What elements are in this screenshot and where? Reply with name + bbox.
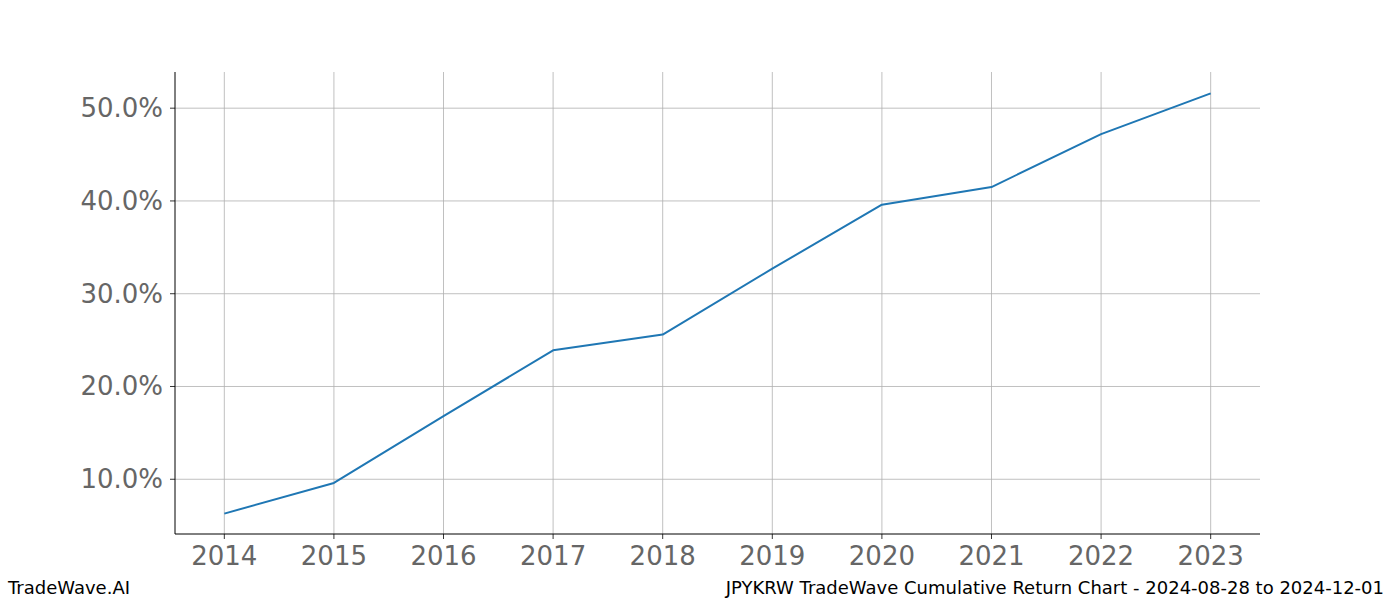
y-tick-label: 30.0% xyxy=(80,279,163,309)
line-series xyxy=(224,93,1210,513)
y-axis xyxy=(175,72,176,534)
y-grid xyxy=(175,386,1260,387)
x-tick xyxy=(224,534,225,539)
x-tick xyxy=(1101,534,1102,539)
y-tick-label: 50.0% xyxy=(80,93,163,123)
x-axis xyxy=(175,534,1260,535)
x-grid xyxy=(881,72,882,534)
x-grid xyxy=(991,72,992,534)
x-grid xyxy=(443,72,444,534)
x-tick xyxy=(1210,534,1211,539)
x-grid xyxy=(224,72,225,534)
x-tick-label: 2016 xyxy=(410,541,476,571)
x-tick-label: 2017 xyxy=(520,541,586,571)
x-tick xyxy=(333,534,334,539)
x-grid xyxy=(772,72,773,534)
x-tick-label: 2023 xyxy=(1178,541,1244,571)
y-grid xyxy=(175,108,1260,109)
y-tick xyxy=(170,479,175,480)
chart: 2014 2015 2016 2017 2018 2019 2020 2021 2022 2023… xyxy=(0,0,1400,600)
y-grid xyxy=(175,293,1260,294)
x-tick-label: 2014 xyxy=(191,541,257,571)
y-tick-label: 20.0% xyxy=(80,371,163,401)
y-tick xyxy=(170,200,175,201)
x-grid xyxy=(1101,72,1102,534)
x-tick-label: 2018 xyxy=(630,541,696,571)
x-tick-label: 2015 xyxy=(301,541,367,571)
watermark: TradeWave.AI xyxy=(7,577,130,598)
chart-root: 2014 2015 2016 2017 2018 2019 2020 2021 2022 2023… xyxy=(0,0,1400,600)
x-grid xyxy=(553,72,554,534)
x-tick xyxy=(662,534,663,539)
x-grid xyxy=(1210,72,1211,534)
plot-area xyxy=(224,93,1210,513)
x-grid xyxy=(662,72,663,534)
x-tick xyxy=(772,534,773,539)
x-grid xyxy=(333,72,334,534)
title: JPYKRW TradeWave Cumulative Return Chart… xyxy=(725,577,1384,598)
y-tick xyxy=(170,386,175,387)
y-tick-label: 40.0% xyxy=(80,186,163,216)
x-tick-label: 2021 xyxy=(958,541,1024,571)
x-tick-label: 2022 xyxy=(1068,541,1134,571)
x-tick xyxy=(991,534,992,539)
x-tick-label: 2020 xyxy=(849,541,915,571)
y-grid xyxy=(175,200,1260,201)
x-tick xyxy=(881,534,882,539)
x-tick-label: 2019 xyxy=(739,541,805,571)
x-tick xyxy=(443,534,444,539)
y-tick xyxy=(170,293,175,294)
y-tick-label: 10.0% xyxy=(80,464,163,494)
y-tick xyxy=(170,108,175,109)
x-tick xyxy=(553,534,554,539)
